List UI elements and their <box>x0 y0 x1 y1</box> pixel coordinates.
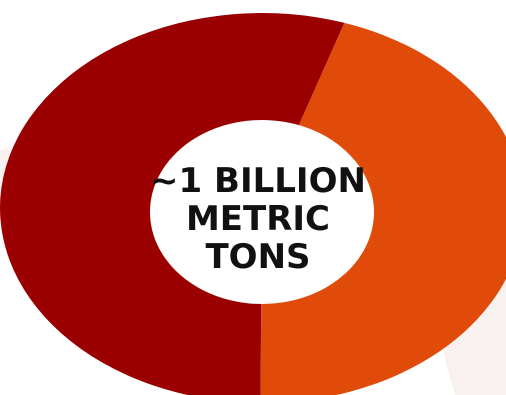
center-label-line-2: METRIC <box>186 199 330 239</box>
center-label-line-1: ~1 BILLION <box>150 161 366 201</box>
center-label: ~1 BILLION METRIC TONS <box>150 161 366 277</box>
donut-slice-2 <box>260 22 506 395</box>
center-label-line-3: TONS <box>205 237 310 277</box>
donut-hole <box>150 120 374 304</box>
